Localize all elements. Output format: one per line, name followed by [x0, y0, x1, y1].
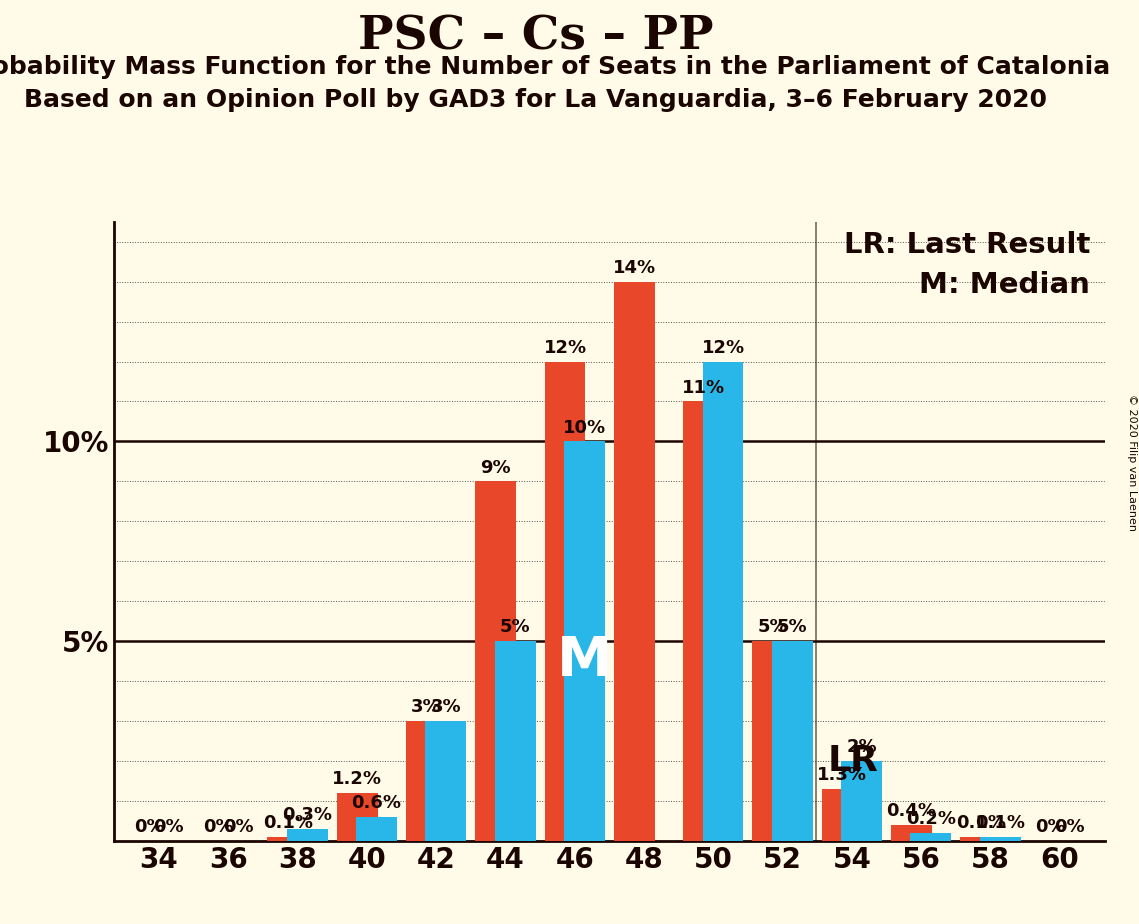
Text: 11%: 11%	[682, 379, 726, 396]
Text: 9%: 9%	[481, 458, 511, 477]
Text: 1.2%: 1.2%	[333, 770, 382, 788]
Text: LR: Last Result: LR: Last Result	[844, 231, 1090, 259]
Text: 5%: 5%	[500, 618, 531, 637]
Text: 2%: 2%	[846, 738, 877, 756]
Bar	[405, 721, 446, 841]
Bar	[544, 361, 585, 841]
Text: 3%: 3%	[431, 699, 461, 716]
Text: © 2020 Filip van Laenen: © 2020 Filip van Laenen	[1126, 394, 1137, 530]
Text: 5%: 5%	[777, 618, 808, 637]
Text: 0.3%: 0.3%	[282, 806, 333, 824]
Text: 5%: 5%	[757, 618, 788, 637]
Text: Based on an Opinion Poll by GAD3 for La Vanguardia, 3–6 February 2020: Based on an Opinion Poll by GAD3 for La …	[24, 88, 1047, 112]
Bar	[960, 837, 1001, 841]
Bar	[910, 833, 951, 841]
Bar	[268, 837, 309, 841]
Text: M: Median: M: Median	[919, 272, 1090, 299]
Text: 0%: 0%	[222, 818, 253, 836]
Bar	[564, 442, 605, 841]
Bar	[980, 837, 1021, 841]
Bar	[753, 641, 794, 841]
Text: 14%: 14%	[613, 259, 656, 277]
Text: 1.3%: 1.3%	[817, 766, 867, 784]
Text: 10%: 10%	[563, 419, 606, 437]
Bar	[703, 361, 744, 841]
Bar	[337, 793, 378, 841]
Text: PSC – Cs – PP: PSC – Cs – PP	[358, 14, 713, 60]
Text: 0%: 0%	[1055, 818, 1084, 836]
Text: 0%: 0%	[154, 818, 185, 836]
Text: M: M	[557, 634, 612, 688]
Bar	[357, 817, 398, 841]
Bar	[772, 641, 813, 841]
Bar	[891, 825, 932, 841]
Bar	[614, 282, 655, 841]
Text: 12%: 12%	[543, 339, 587, 357]
Bar	[821, 789, 862, 841]
Bar	[287, 829, 328, 841]
Bar	[494, 641, 535, 841]
Text: 12%: 12%	[702, 339, 745, 357]
Text: 0.1%: 0.1%	[263, 814, 313, 832]
Text: Probability Mass Function for the Number of Seats in the Parliament of Catalonia: Probability Mass Function for the Number…	[0, 55, 1109, 79]
Text: 0%: 0%	[203, 818, 233, 836]
Bar	[841, 761, 882, 841]
Text: 0.1%: 0.1%	[956, 814, 1006, 832]
Text: 3%: 3%	[411, 699, 442, 716]
Text: LR: LR	[828, 744, 878, 778]
Bar	[475, 481, 516, 841]
Text: 0.1%: 0.1%	[975, 814, 1025, 832]
Bar	[425, 721, 466, 841]
Text: 0.6%: 0.6%	[352, 794, 402, 812]
Text: 0.4%: 0.4%	[886, 802, 936, 821]
Text: 0%: 0%	[1034, 818, 1065, 836]
Bar	[683, 402, 724, 841]
Text: 0.2%: 0.2%	[906, 810, 956, 828]
Text: 0%: 0%	[134, 818, 164, 836]
